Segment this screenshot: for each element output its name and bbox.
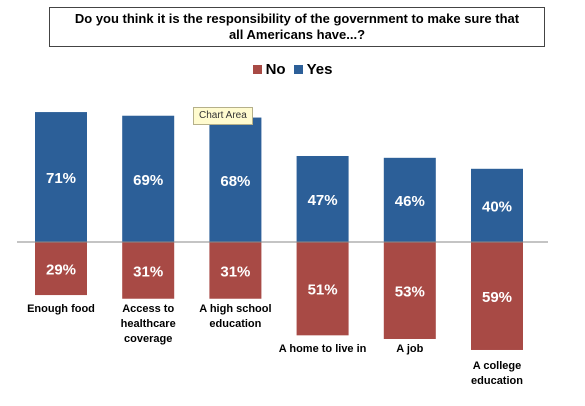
legend-label-yes: Yes: [306, 61, 333, 78]
bar-yes-3: [209, 117, 262, 242]
chart-area-tooltip: Chart Area: [193, 107, 253, 125]
bar-no-4: [296, 242, 349, 336]
bar-yes-2: [122, 115, 175, 242]
category-label-6: A college education: [471, 360, 523, 387]
legend-label-no: No: [265, 61, 286, 78]
bar-no-2: [122, 242, 175, 299]
category-label-3: A high school education: [199, 303, 271, 330]
data-label-yes-3: 68%: [220, 173, 250, 190]
bar-yes-5: [383, 157, 436, 242]
chart-title: Do you think it is the responsibility of…: [49, 7, 545, 47]
data-label-no-3: 31%: [220, 263, 250, 280]
data-label-no-5: 53%: [395, 283, 425, 300]
category-label-1: Enough food: [27, 303, 95, 315]
data-label-yes-5: 46%: [395, 193, 425, 210]
legend-item-no: No: [252, 61, 286, 78]
data-label-yes-6: 40%: [482, 198, 512, 215]
bar-yes-4: [296, 155, 349, 242]
bar-no-5: [383, 242, 436, 339]
data-label-no-6: 59%: [482, 289, 512, 306]
legend-swatch-no: [252, 65, 262, 74]
category-label-5: A job: [396, 343, 423, 355]
legend: No Yes: [0, 61, 585, 78]
data-label-yes-1: 71%: [46, 170, 76, 187]
data-label-no-1: 29%: [46, 262, 76, 279]
data-label-no-4: 51%: [308, 282, 338, 299]
data-label-no-2: 31%: [133, 263, 163, 280]
legend-item-yes: Yes: [293, 61, 333, 78]
legend-swatch-yes: [293, 65, 303, 74]
data-label-yes-4: 47%: [308, 192, 338, 209]
data-label-yes-2: 69%: [133, 172, 163, 189]
bar-yes-1: [35, 112, 87, 242]
bar-no-1: [35, 242, 87, 296]
bar-no-6: [471, 242, 523, 350]
bar-no-3: [209, 242, 262, 299]
category-label-2: Access to healthcare coverage: [121, 303, 176, 345]
category-label-4: A home to live in: [279, 343, 367, 355]
bar-yes-6: [471, 168, 523, 242]
